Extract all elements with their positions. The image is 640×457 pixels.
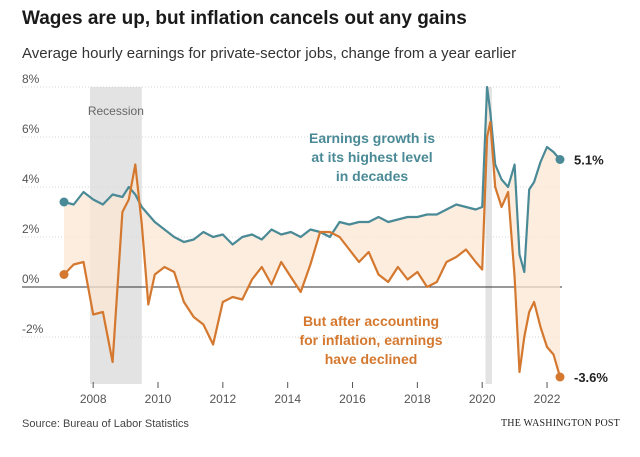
chart-subtitle: Average hourly earnings for private-sect… <box>22 45 517 62</box>
real-annotation: have declined <box>325 351 418 367</box>
x-tick-label: 2010 <box>145 392 172 406</box>
x-tick-label: 2014 <box>274 392 301 406</box>
nominal-annotation: Earnings growth is <box>309 130 435 146</box>
x-tick-label: 2022 <box>534 392 561 406</box>
y-tick-label: 4% <box>22 172 40 186</box>
x-tick-label: 2020 <box>469 392 496 406</box>
real-series-line <box>63 120 562 378</box>
y-tick-label: 2% <box>22 222 40 236</box>
chart-title: Wages are up, but inflation cancels out … <box>22 8 467 29</box>
recession-label: Recession <box>88 104 144 118</box>
nominal-start-point <box>59 197 69 207</box>
nominal-annotation: at its highest level <box>311 149 432 165</box>
gap-shading <box>64 87 560 377</box>
real-annotation: for inflation, earnings <box>299 332 442 348</box>
covid-band <box>485 87 492 384</box>
x-tick-label: 2008 <box>80 392 107 406</box>
real-start-point <box>59 270 69 279</box>
y-tick-label: 6% <box>22 122 40 136</box>
x-tick-label: 2018 <box>404 392 431 406</box>
real-end-point <box>555 372 565 382</box>
y-tick-label: 0% <box>22 272 40 286</box>
x-tick-label: 2016 <box>339 392 366 406</box>
nominal-end-label: 5.1% <box>574 153 604 168</box>
y-tick-label: 8% <box>22 72 40 86</box>
real-end-label: -3.6% <box>574 370 608 385</box>
x-tick-label: 2012 <box>209 392 236 406</box>
y-tick-label: -2% <box>22 322 44 336</box>
nominal-annotation: in decades <box>336 168 409 184</box>
real-annotation: But after accounting <box>303 313 439 329</box>
source-note: Source: Bureau of Labor Statistics <box>22 418 189 430</box>
nominal-series-line <box>63 85 561 274</box>
publisher-credit: THE WASHINGTON POST <box>501 418 620 429</box>
nominal-end-point <box>555 155 565 164</box>
